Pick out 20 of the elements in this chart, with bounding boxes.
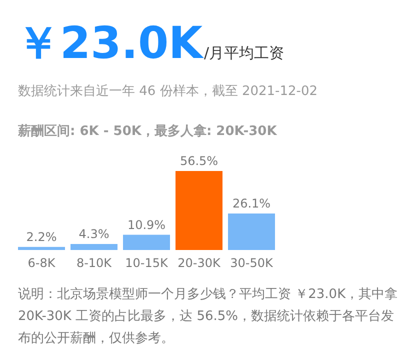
data-label: 2.2% xyxy=(26,230,57,244)
x-tick-label: 10-15K xyxy=(125,256,169,270)
bar xyxy=(70,244,118,250)
bar xyxy=(123,234,170,250)
data-label: 4.3% xyxy=(78,226,110,241)
text: 薪酬区间: 6K - 50K，最多人拿: 20K-30K xyxy=(18,123,277,140)
x-tick-label: 30-50K xyxy=(230,256,274,270)
x-tick-label: 8-10K xyxy=(76,256,113,270)
bar xyxy=(176,171,222,250)
text: 说明：北京场景模型师一个月多少钱？平均工资 ￥23.0K，其中拿 20K-30K 工资的占比最多，达 56.5%，数据统计依赖于各平台发布的公开薪酬，仅供参考。 xyxy=(18,286,399,348)
text: 数据统计来自近一年 46 份样本，截至 2021-12-02 xyxy=(18,83,318,100)
bar xyxy=(228,214,275,250)
data-label: 56.5% xyxy=(180,154,218,168)
chart-title: ￥23.0K xyxy=(16,17,203,71)
x-tick-label: 6-8K xyxy=(28,256,56,270)
data-label: 26.1% xyxy=(232,196,271,211)
chart-subtitle: /月平均工资 xyxy=(204,44,284,63)
data-label: 10.9% xyxy=(127,218,166,232)
x-tick-label: 20-30K xyxy=(178,256,222,270)
bar xyxy=(18,246,65,250)
